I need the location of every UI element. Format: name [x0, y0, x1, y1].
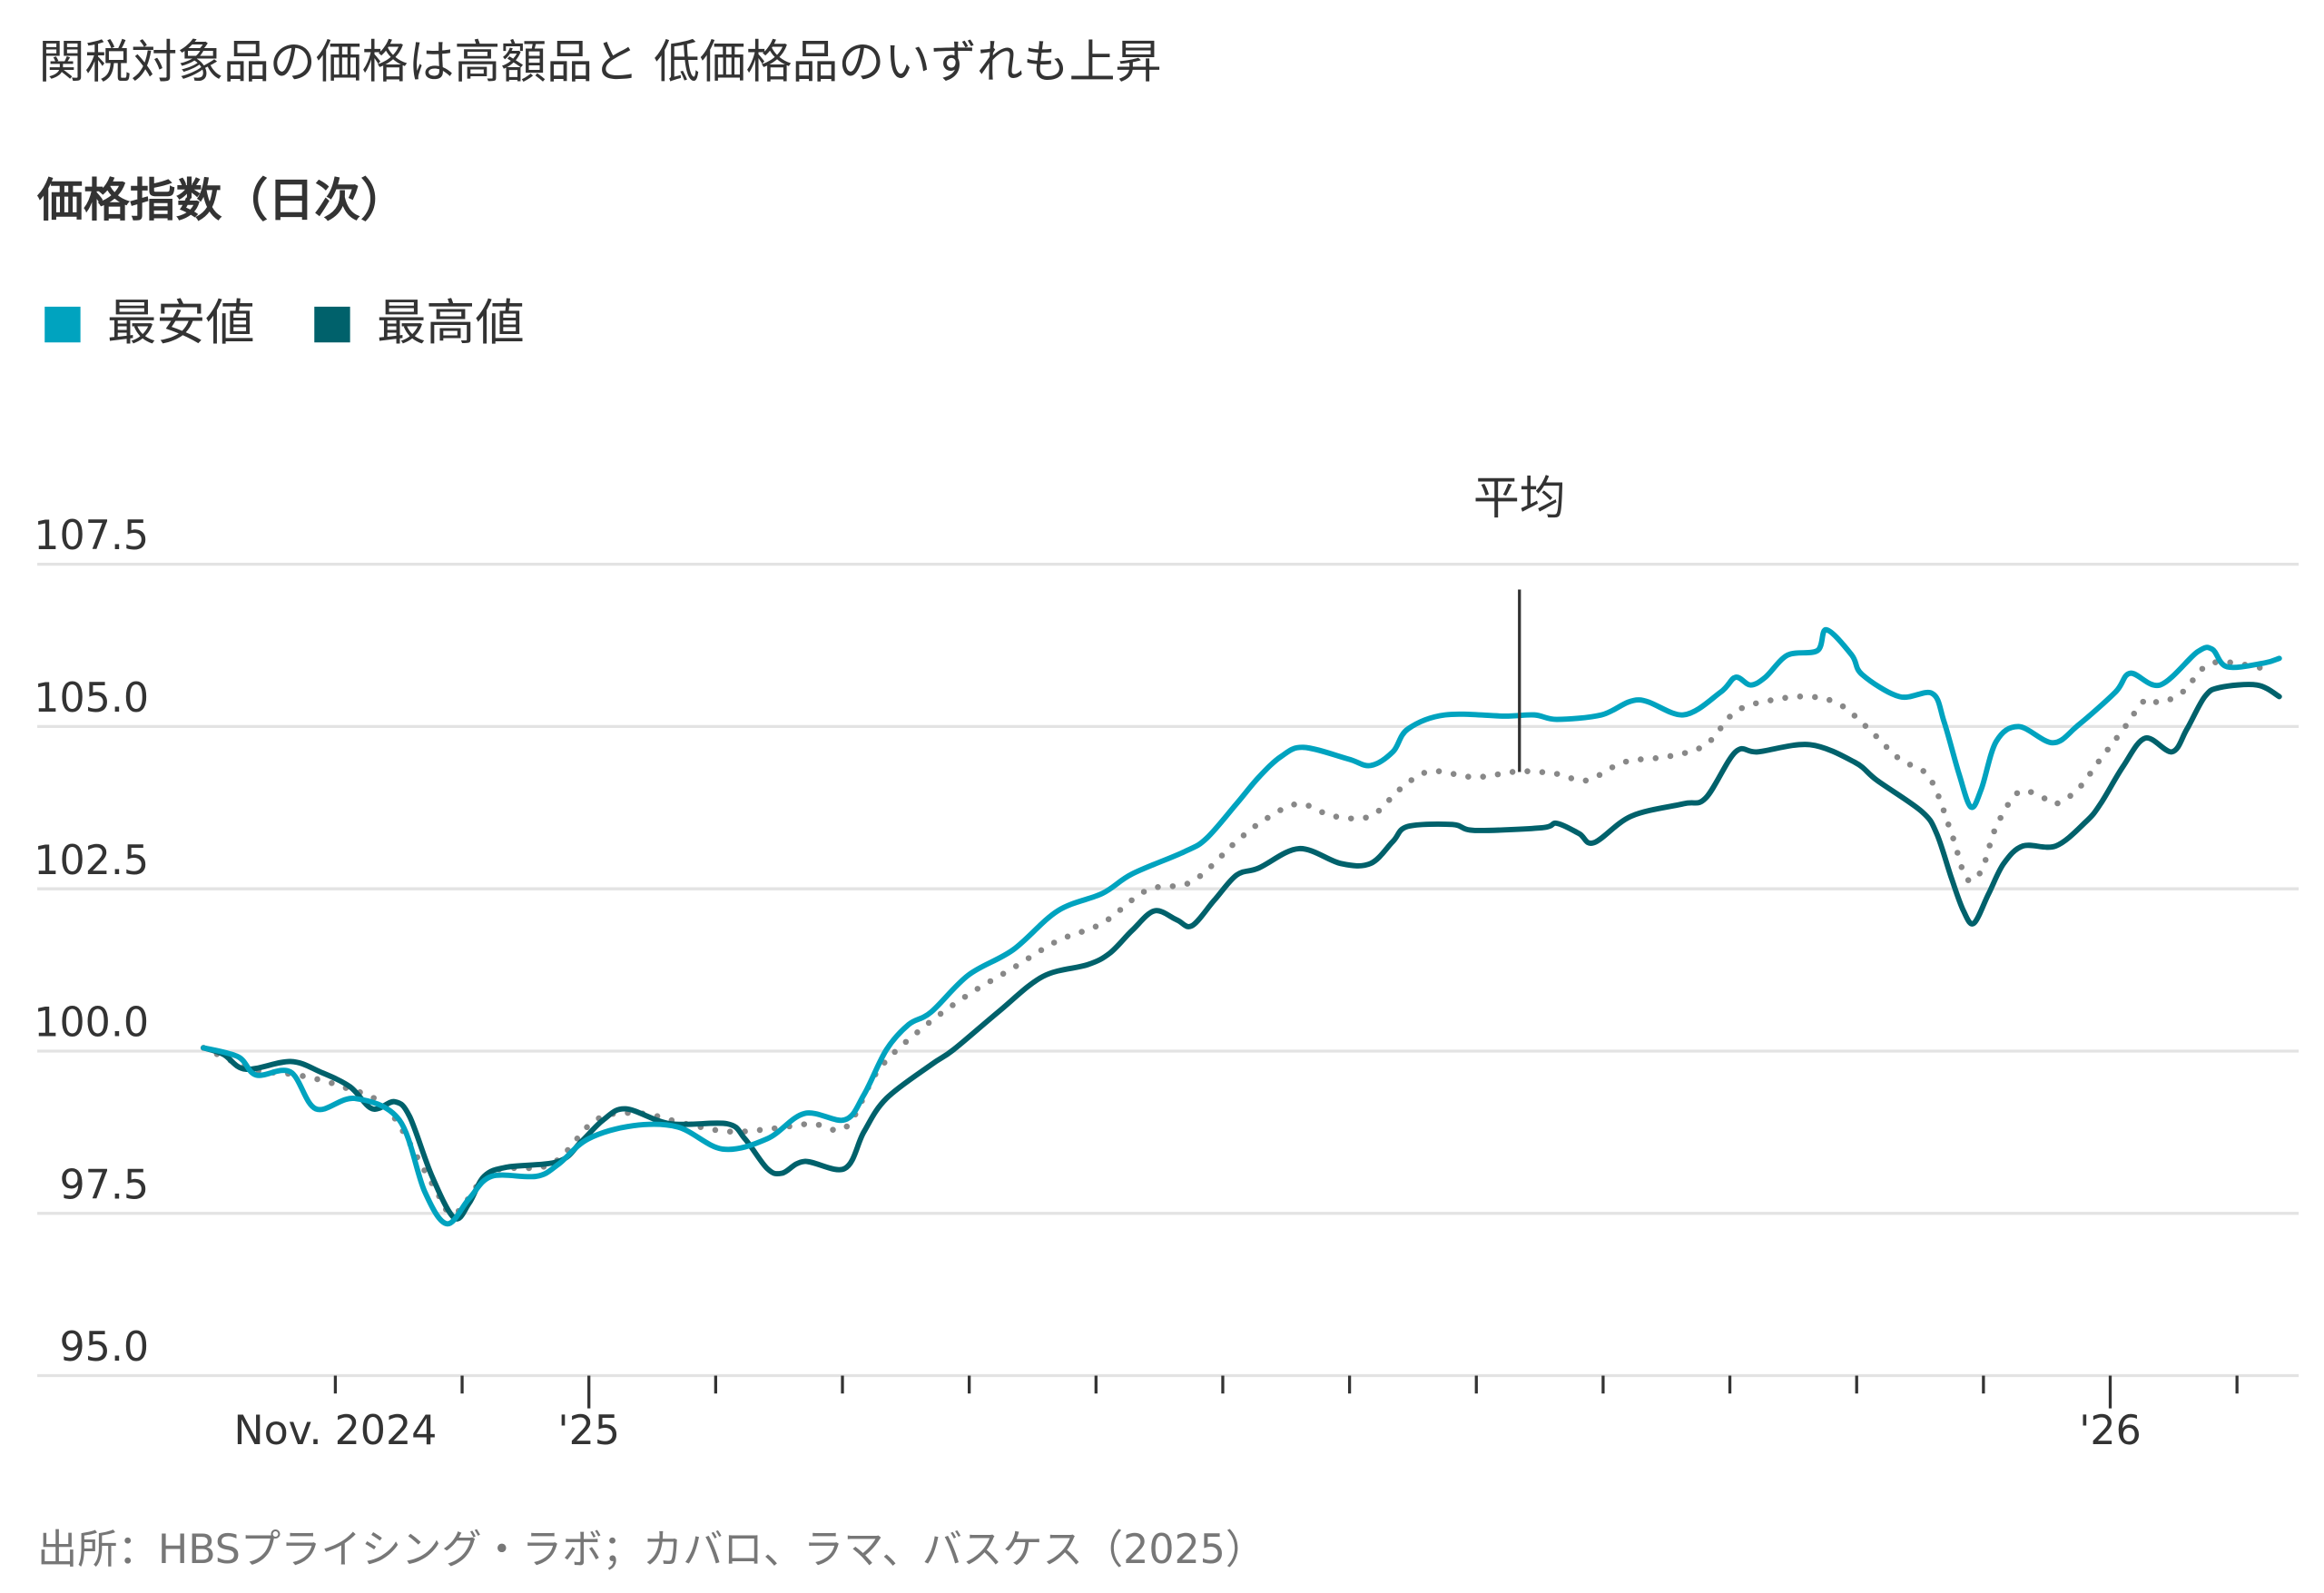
series-group: [200, 626, 2282, 1227]
y-tick-label: 102.5: [34, 838, 149, 884]
legend-label-lowest: 最安値: [107, 294, 254, 351]
gridlines: [37, 562, 2299, 1378]
source-note: 出所：HBSプライシング・ラボ；カバロ、ラマ、バスケス（2025）: [37, 1527, 1265, 1573]
legend-swatch-lowest: [44, 306, 81, 343]
y-tick-label: 97.5: [59, 1162, 149, 1208]
x-tick-label: Nov. 2024: [233, 1408, 437, 1454]
legend-swatch-highest: [314, 306, 350, 343]
legend: 最安値 最高値: [44, 294, 525, 351]
chart-subtitle: 価格指数（日次）: [36, 173, 407, 227]
x-tick-label: '25: [557, 1408, 620, 1454]
y-tick-label: 107.5: [34, 513, 149, 559]
y-axis: 107.5 105.0 102.5 100.0 97.5 95.0: [34, 513, 149, 1371]
y-tick-label: 105.0: [34, 675, 149, 722]
series-line-average: [200, 659, 2275, 1217]
series-line-highest: [201, 682, 2282, 1222]
x-axis: Nov. 2024 '25 '26: [233, 1375, 2239, 1454]
chart-title: 関税対象品の価格は高額品と 低価格品のいずれも上昇: [39, 34, 1162, 88]
annotation-average: 平均: [1473, 471, 1566, 772]
x-tick-label: '26: [2079, 1408, 2142, 1454]
legend-label-highest: 最高値: [377, 294, 524, 351]
y-tick-label: 100.0: [34, 1000, 149, 1047]
annotation-label: 平均: [1473, 471, 1566, 525]
series-line-lowest: [201, 626, 2282, 1227]
y-tick-label: 95.0: [59, 1324, 149, 1371]
